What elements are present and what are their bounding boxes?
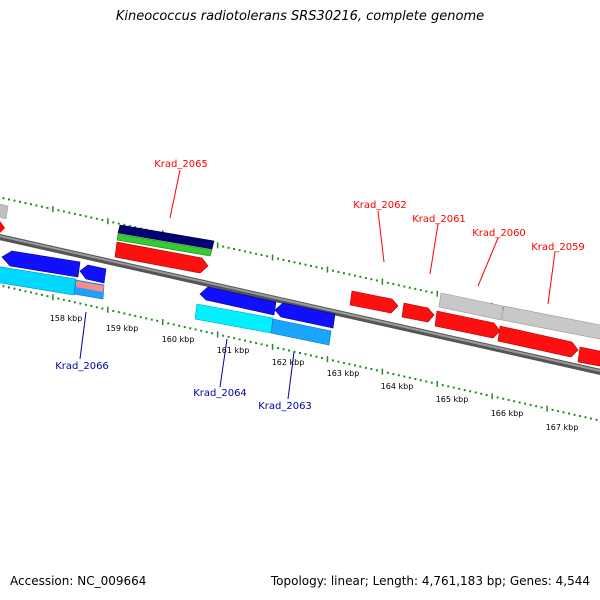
gene-feature-red-right[interactable] bbox=[577, 346, 600, 367]
scale-label: 159 kbp bbox=[106, 324, 139, 333]
gene-feature-krad-2059-red[interactable] bbox=[497, 325, 579, 358]
scale-label: 165 kbp bbox=[436, 395, 469, 404]
gene-feature-gray-left[interactable] bbox=[0, 203, 9, 220]
genome-title: Kineococcus radiotolerans SRS30216, comp… bbox=[115, 9, 485, 24]
gene-feature-krad-2063-cds[interactable] bbox=[270, 318, 332, 346]
gene-feature-krad-2065-green[interactable] bbox=[116, 233, 213, 257]
gene-feature-krad-2062[interactable] bbox=[349, 290, 399, 314]
leader-krad-2064 bbox=[219, 338, 228, 388]
feature-layer bbox=[0, 203, 600, 367]
gene-feature-krad-2065-navy[interactable] bbox=[117, 224, 215, 250]
scale-labels: 158 kbp 159 kbp 160 kbp 161 kbp 162 kbp … bbox=[50, 314, 579, 432]
label-krad-2066[interactable]: Krad_2066 bbox=[55, 361, 109, 372]
leader-krad-2063 bbox=[287, 351, 295, 400]
gene-feature-krad-2060-red[interactable] bbox=[434, 310, 501, 339]
gene-feature-krad-2066-blue[interactable] bbox=[1, 250, 81, 278]
scale-label: 161 kbp bbox=[217, 346, 250, 355]
scale-label: 162 kbp bbox=[272, 358, 305, 367]
scale-label: 167 kbp bbox=[546, 423, 579, 432]
genome-axis-highlight bbox=[0, 235, 600, 372]
label-krad-2064[interactable]: Krad_2064 bbox=[193, 388, 247, 399]
genome-summary-text: Topology: linear; Length: 4,761,183 bp; … bbox=[270, 574, 590, 588]
leader-krad-2062 bbox=[377, 210, 385, 263]
label-krad-2065[interactable]: Krad_2065 bbox=[154, 159, 208, 170]
scale-label: 166 kbp bbox=[491, 409, 524, 418]
label-krad-2063[interactable]: Krad_2063 bbox=[258, 401, 312, 412]
scale-label: 160 kbp bbox=[162, 335, 195, 344]
label-krad-2061[interactable]: Krad_2061 bbox=[412, 214, 466, 225]
gene-feature-pink[interactable] bbox=[76, 281, 104, 292]
gene-feature-red-left[interactable] bbox=[0, 220, 5, 235]
leader-krad-2065 bbox=[169, 169, 181, 219]
leader-krad-2059 bbox=[547, 251, 556, 305]
gene-feature-krad-2064-blue[interactable] bbox=[199, 286, 277, 316]
label-krad-2059[interactable]: Krad_2059 bbox=[531, 242, 585, 253]
scale-label: 163 kbp bbox=[327, 369, 360, 378]
label-krad-2060[interactable]: Krad_2060 bbox=[472, 228, 526, 239]
scale-label: 158 kbp bbox=[50, 314, 83, 323]
gene-feature-krad-2060-gray[interactable] bbox=[438, 292, 504, 321]
label-leaders bbox=[79, 169, 556, 400]
accession-text: Accession: NC_009664 bbox=[10, 574, 147, 588]
gene-feature-krad-2066-blue-b[interactable] bbox=[79, 264, 107, 284]
leader-krad-2061 bbox=[429, 223, 439, 275]
gene-feature-krad-2063-blue[interactable] bbox=[274, 302, 336, 329]
gene-feature-krad-2059-gray[interactable] bbox=[501, 305, 600, 340]
gene-feature-krad-2066-cds[interactable] bbox=[0, 266, 77, 296]
label-krad-2062[interactable]: Krad_2062 bbox=[353, 200, 407, 211]
scale-label: 164 kbp bbox=[381, 382, 414, 391]
gene-feature-krad-2061[interactable] bbox=[401, 302, 435, 323]
leader-krad-2066 bbox=[79, 311, 87, 360]
gene-feature-krad-2065-red[interactable] bbox=[114, 241, 209, 274]
gene-labels: Krad_2065 Krad_2062 Krad_2061 Krad_2060 … bbox=[55, 159, 585, 412]
lower-tick-row bbox=[2, 285, 598, 421]
leader-krad-2060 bbox=[477, 237, 499, 287]
